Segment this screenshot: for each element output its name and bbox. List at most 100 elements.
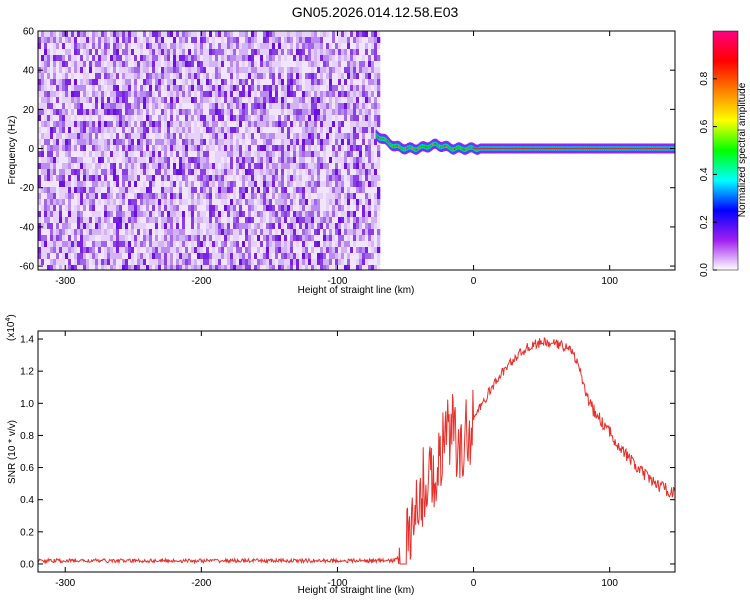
heatmap-cell bbox=[140, 193, 144, 200]
heatmap-cell bbox=[377, 115, 381, 122]
heatmap-cell bbox=[239, 169, 243, 176]
heatmap-cell bbox=[224, 223, 228, 230]
heatmap-cell bbox=[278, 121, 282, 128]
heatmap-cell bbox=[215, 175, 219, 182]
heatmap-cell bbox=[305, 229, 309, 236]
heatmap-cell bbox=[113, 163, 117, 170]
heatmap-cell bbox=[152, 217, 156, 224]
heatmap-cell bbox=[365, 91, 369, 98]
heatmap-cell bbox=[122, 61, 126, 68]
heatmap-cell bbox=[368, 121, 372, 128]
heatmap-cell bbox=[317, 223, 321, 230]
heatmap-cell bbox=[218, 127, 222, 134]
heatmap-cell bbox=[119, 97, 123, 104]
heatmap-cell bbox=[149, 79, 153, 86]
heatmap-cell bbox=[65, 205, 69, 212]
heatmap-cell bbox=[176, 223, 180, 230]
heatmap-cell bbox=[212, 217, 216, 224]
heatmap-cell bbox=[176, 121, 180, 128]
heatmap-cell bbox=[347, 265, 351, 270]
heatmap-cell bbox=[143, 169, 147, 176]
heatmap-cell bbox=[116, 139, 120, 146]
heatmap-cell bbox=[116, 151, 120, 158]
heatmap-cell bbox=[272, 97, 276, 104]
heatmap-cell bbox=[224, 109, 228, 116]
heatmap-cell bbox=[125, 73, 129, 80]
heatmap-cell bbox=[170, 85, 174, 92]
heatmap-cell bbox=[191, 235, 195, 242]
heatmap-cell bbox=[350, 103, 354, 110]
heatmap-cell bbox=[257, 205, 261, 212]
heatmap-cell bbox=[293, 79, 297, 86]
heatmap-cell bbox=[344, 259, 348, 266]
heatmap-cell bbox=[344, 265, 348, 270]
heatmap-cell bbox=[359, 31, 363, 38]
heatmap-cell bbox=[305, 193, 309, 200]
heatmap-cell bbox=[65, 49, 69, 56]
heatmap-cell bbox=[146, 211, 150, 218]
heatmap-cell bbox=[353, 67, 357, 74]
heatmap-cell bbox=[242, 127, 246, 134]
heatmap-cell bbox=[329, 223, 333, 230]
heatmap-cell bbox=[305, 49, 309, 56]
heatmap-cell bbox=[257, 97, 261, 104]
heatmap-cell bbox=[317, 103, 321, 110]
heatmap-cell bbox=[233, 163, 237, 170]
heatmap-cell bbox=[50, 127, 54, 134]
heatmap-cell bbox=[134, 253, 138, 260]
heatmap-cell bbox=[212, 91, 216, 98]
heatmap-cell bbox=[344, 181, 348, 188]
heatmap-cell bbox=[239, 97, 243, 104]
heatmap-cell bbox=[338, 121, 342, 128]
heatmap-cell bbox=[62, 235, 66, 242]
heatmap-cell bbox=[212, 121, 216, 128]
heatmap-cell bbox=[149, 121, 153, 128]
heatmap-cell bbox=[164, 55, 168, 62]
heatmap-cell bbox=[209, 151, 213, 158]
heatmap-cell bbox=[242, 265, 246, 270]
heatmap-cell bbox=[122, 205, 126, 212]
heatmap-cell bbox=[323, 67, 327, 74]
heatmap-cell bbox=[71, 61, 75, 68]
heatmap-cell bbox=[65, 145, 69, 152]
heatmap-cell bbox=[314, 55, 318, 62]
heatmap-cell bbox=[266, 115, 270, 122]
heatmap-cell bbox=[218, 265, 222, 270]
heatmap-cell bbox=[218, 67, 222, 74]
heatmap-cell bbox=[86, 91, 90, 98]
heatmap-cell bbox=[218, 91, 222, 98]
heatmap-cell bbox=[179, 37, 183, 44]
heatmap-cell bbox=[140, 187, 144, 194]
heatmap-cell bbox=[80, 55, 84, 62]
heatmap-cell bbox=[77, 61, 81, 68]
heatmap-cell bbox=[191, 91, 195, 98]
heatmap-cell bbox=[170, 55, 174, 62]
heatmap-cell bbox=[200, 91, 204, 98]
heatmap-cell bbox=[77, 43, 81, 50]
heatmap-cell bbox=[257, 85, 261, 92]
heatmap-cell bbox=[134, 265, 138, 270]
heatmap-cell bbox=[149, 265, 153, 270]
heatmap-cell bbox=[320, 169, 324, 176]
heatmap-cell bbox=[38, 157, 42, 164]
heatmap-cell bbox=[200, 217, 204, 224]
heatmap-cell bbox=[62, 85, 66, 92]
heatmap-cell bbox=[80, 211, 84, 218]
heatmap-cell bbox=[320, 115, 324, 122]
heatmap-cell bbox=[98, 175, 102, 182]
heatmap-cell bbox=[122, 121, 126, 128]
heatmap-cell bbox=[377, 37, 381, 44]
heatmap-cell bbox=[113, 253, 117, 260]
heatmap-cell bbox=[218, 229, 222, 236]
heatmap-cell bbox=[80, 253, 84, 260]
heatmap-cell bbox=[170, 109, 174, 116]
heatmap-cell bbox=[203, 43, 207, 50]
heatmap-cell bbox=[245, 127, 249, 134]
heatmap-cell bbox=[290, 109, 294, 116]
heatmap-cell bbox=[245, 181, 249, 188]
heatmap-cell bbox=[275, 133, 279, 140]
heatmap-cell bbox=[110, 127, 114, 134]
heatmap-cell bbox=[368, 169, 372, 176]
heatmap-cell bbox=[62, 247, 66, 254]
heatmap-cell bbox=[353, 37, 357, 44]
